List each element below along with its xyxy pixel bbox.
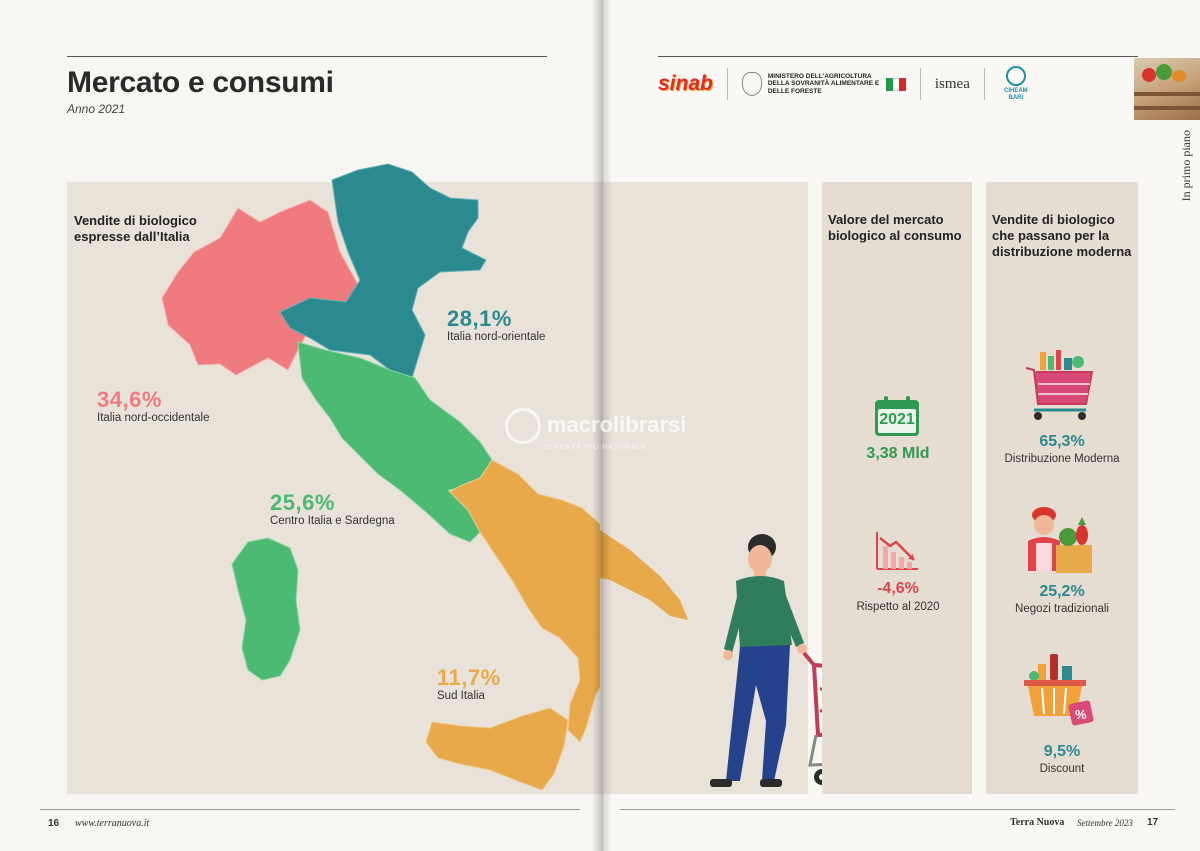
region-nord-occidentale — [161, 199, 376, 376]
svg-text:%: % — [1075, 707, 1087, 722]
distribution-value-traditional: 25,2% — [1039, 583, 1085, 600]
market-change: -4,6% — [877, 580, 919, 597]
footer-rule-right — [620, 809, 1175, 810]
ciheam-emblem-icon — [1005, 66, 1026, 86]
distribution-label-traditional: Negozi tradizionali — [1015, 603, 1109, 615]
emblem-icon — [741, 72, 762, 96]
footer-magazine: Terra Nuova — [1010, 817, 1065, 828]
region-label-sud: Sud Italia — [437, 690, 485, 702]
market-value: 3,38 Mld — [866, 445, 930, 462]
region-sardegna — [231, 537, 301, 681]
watermark: macrolibrarsi DIVENTA PIÙ NATURALE — [505, 408, 686, 451]
region-value-ne: 28,1% — [447, 306, 512, 331]
person-figure — [710, 534, 807, 787]
region-label-ne: Italia nord-orientale — [447, 331, 546, 343]
region-label-nw: Italia nord-occidentale — [97, 412, 210, 424]
italy-map — [161, 163, 600, 791]
ismea-logo: ismea — [934, 75, 970, 92]
watermark-logo-icon — [505, 408, 541, 444]
page-title: Mercato e consumi — [67, 66, 334, 99]
page-subtitle: Anno 2021 — [67, 102, 126, 116]
distribution-heading: Vendite di biologico che passano per la … — [992, 212, 1132, 259]
footer-rule — [40, 809, 580, 810]
watermark-subtext: DIVENTA PIÙ NATURALE — [545, 444, 647, 451]
ministero-text: MINISTERO DELL’AGRICOLTURA DELLA SOVRANI… — [767, 72, 880, 95]
page-number-left: 16 — [48, 818, 60, 829]
map-continuation — [600, 530, 688, 620]
calendar-year: 2021 — [879, 411, 915, 428]
top-rule — [67, 56, 547, 57]
region-sud — [449, 459, 600, 743]
top-rule-right — [658, 56, 1138, 57]
region-sicilia — [425, 707, 569, 791]
website-link[interactable]: www.terranuova.it — [75, 818, 150, 829]
ministero-logo: MINISTERO DELL’AGRICOLTURA DELLA SOVRANI… — [741, 72, 906, 96]
region-value-nw: 34,6% — [97, 387, 162, 412]
distribution-value-modern: 65,3% — [1039, 433, 1085, 450]
region-value-centro: 25,6% — [270, 490, 335, 515]
right-page: sinab MINISTERO DELL’AGRICOLTURA DELLA S… — [600, 0, 1200, 851]
grocer-icon — [1028, 507, 1092, 573]
sinab-logo: sinab — [658, 72, 713, 95]
ciheam-text: CIHEAM BARI — [1004, 88, 1028, 101]
map-heading: Vendite di biologico espresse dall’Itali… — [74, 213, 197, 244]
left-page: Mercato e consumi Anno 2021 Vendite di b… — [0, 0, 600, 851]
watermark-text: macrolibrarsi — [547, 411, 687, 437]
logo-strip: sinab MINISTERO DELL’AGRICOLTURA DELLA S… — [658, 66, 1033, 102]
discount-basket-icon: % — [1024, 654, 1094, 726]
distribution-label-discount: Discount — [1039, 763, 1085, 775]
italian-flag-icon — [885, 77, 906, 91]
region-nord-orientale — [279, 163, 487, 379]
region-label-centro: Centro Italia e Sardegna — [270, 515, 395, 527]
market-change-label: Rispetto al 2020 — [856, 601, 940, 613]
market-value-heading: Valore del mercato biologico al consumo — [828, 212, 962, 243]
distribution-value-discount: 9,5% — [1043, 743, 1081, 760]
region-value-sud: 11,7% — [437, 665, 501, 690]
market-value-panel — [822, 182, 972, 794]
distribution-label-modern: Distribuzione Moderna — [1004, 453, 1120, 465]
ciheam-logo: CIHEAM BARI — [999, 66, 1033, 102]
footer-issue: Settembre 2023 — [1077, 818, 1133, 828]
calendar-icon: 2021 — [875, 396, 919, 436]
shopping-cart-icon — [1025, 350, 1094, 420]
page-number-right: 17 — [1147, 817, 1159, 828]
declining-chart-icon — [874, 530, 920, 572]
section-tab: In primo piano — [1179, 130, 1193, 202]
book-spine — [592, 0, 612, 851]
vegetables-crate-photo — [1134, 58, 1200, 120]
